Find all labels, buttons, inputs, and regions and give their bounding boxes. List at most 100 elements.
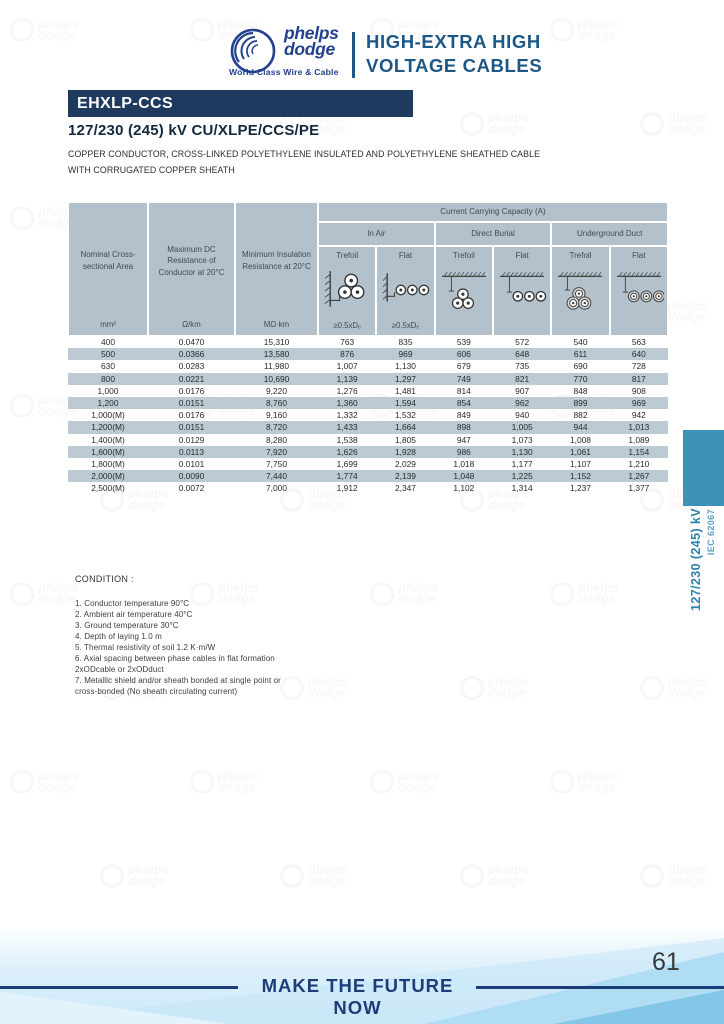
table-cell: 1,928 xyxy=(395,446,416,457)
table-cell: 0.0176 xyxy=(178,385,205,396)
table-cell: 1,481 xyxy=(395,385,416,396)
footer-rule-left xyxy=(0,986,238,989)
product-description-line2: WITH CORRUGATED COPPER SHEATH xyxy=(68,164,235,175)
table-cell: 763 xyxy=(340,337,355,347)
table-cell: 9,160 xyxy=(266,410,287,421)
table-cell: 1,000(M) xyxy=(91,410,125,421)
table-row: 1,000(M) 0.0176 9,160 1,332 1,532 849 940 882 94… xyxy=(68,409,668,421)
direct-burial-trefoil-icon xyxy=(439,261,489,319)
table-cell: 1,177 xyxy=(511,458,533,469)
table-row: 1,000 0.0176 9,220 1,276 1,481 814 907 848 908 xyxy=(68,385,668,397)
conditions-block: CONDITION : 1. Conductor temperature 90°… xyxy=(75,574,405,697)
table-cell: 882 xyxy=(573,410,588,421)
table-cell: 1,000 xyxy=(97,385,119,396)
table-cell: 1,073 xyxy=(511,434,533,445)
condition-line: 2xODcable or 2xODduct xyxy=(75,665,164,674)
table-cell: 1,267 xyxy=(628,471,650,482)
table-cell: 0.0283 xyxy=(178,361,205,372)
table-row: 1,600(M) 0.0113 7,920 1,626 1,928 986 1,130 1,0… xyxy=(68,445,668,458)
table-cell: 563 xyxy=(631,337,646,347)
subcol-label: Trefoil xyxy=(336,251,359,260)
condition-line: cross-bonded (No sheath circulating curr… xyxy=(75,687,238,696)
in-air-trefoil-icon xyxy=(322,261,372,319)
table-cell: 1,107 xyxy=(570,458,591,469)
capacity-title-header: Current Carrying Capacity (A) xyxy=(318,202,668,222)
table-cell: 1,360 xyxy=(336,397,358,408)
table-cell: 1,626 xyxy=(336,446,358,457)
table-row: 2,500(M) 0.0072 7,000 1,912 2,347 1,102 1,314 1… xyxy=(68,482,668,494)
side-tab-standard-label: IEC 62067 xyxy=(706,509,716,556)
subcol-label: Flat xyxy=(515,251,529,260)
table-cell: 1,276 xyxy=(336,385,358,396)
table-cell: 908 xyxy=(631,385,646,396)
table-cell: 899 xyxy=(573,397,588,408)
table-cell: 7,000 xyxy=(266,483,287,494)
subcol-label: Flat xyxy=(632,251,646,260)
table-cell: 8,760 xyxy=(266,397,287,408)
table-cell: 728 xyxy=(631,361,646,372)
table-cell: 2,347 xyxy=(395,483,416,494)
subcol-label: Flat xyxy=(398,251,413,260)
table-cell: 1,102 xyxy=(453,483,475,494)
table-cell: 1,805 xyxy=(395,434,416,445)
table-row: 400 0.0470 15,310 763 835 539 572 540 563 xyxy=(68,336,668,348)
table-cell: 1,800(M) xyxy=(91,458,125,469)
brand-line1: phelps xyxy=(284,23,339,43)
table-cell: 0.0366 xyxy=(178,349,205,360)
col-in-air-flat-header: Flat ≥0.5xDₑ xyxy=(376,246,435,336)
condition-line: 7. Metallic shield and/or sheath bonded … xyxy=(75,676,281,685)
table-cell: 2,139 xyxy=(395,471,416,482)
group-direct-burial-header: Direct Burial xyxy=(434,222,552,246)
table-cell: 648 xyxy=(515,349,530,360)
table-cell: 0.0151 xyxy=(178,397,205,408)
table-cell: 2,029 xyxy=(395,458,416,469)
table-cell: 13,580 xyxy=(263,349,290,360)
table-cell: 540 xyxy=(573,337,588,347)
product-description-line1: COPPER CONDUCTOR, CROSS-LINKED POLYETHYL… xyxy=(68,149,541,159)
table-cell: 7,920 xyxy=(266,446,287,457)
table-cell: 749 xyxy=(456,373,471,384)
table-cell: 1,600(M) xyxy=(91,446,125,457)
table-cell: 1,200 xyxy=(97,397,119,408)
table-cell: 1,154 xyxy=(628,446,650,457)
section-title-line2: VOLTAGE CABLES xyxy=(366,54,543,76)
table-cell: 817 xyxy=(631,373,646,384)
table-cell: 15,310 xyxy=(263,337,290,347)
table-cell: 1,005 xyxy=(511,422,533,433)
table-cell: 1,400(M) xyxy=(91,434,125,445)
table-cell: 0.0113 xyxy=(179,446,204,457)
table-cell: 940 xyxy=(515,410,530,421)
table-row: 1,200 0.0151 8,760 1,360 1,594 854 962 899 969 xyxy=(68,396,668,410)
condition-line: 4. Depth of laying 1.0 m xyxy=(75,632,162,641)
brand-name: phelps dodge xyxy=(284,23,339,57)
table-cell: 942 xyxy=(631,410,646,421)
condition-line: 1. Conductor temperature 90°C xyxy=(75,599,190,608)
table-cell: 1,089 xyxy=(628,434,650,445)
col-insulation-resistance-header: Minimum Insulation Resistance at 20°C MΩ… xyxy=(235,202,318,336)
side-tab xyxy=(683,430,724,506)
table-cell: 849 xyxy=(456,410,471,421)
group-underground-duct-header: Underground Duct xyxy=(551,222,668,246)
spec-table-header: Nominal Cross-sectional Area mm² Maximum… xyxy=(68,202,668,336)
table-cell: 947 xyxy=(456,434,471,445)
table-cell: 944 xyxy=(573,422,588,433)
col-underground-duct-flat-header: Flat xyxy=(609,246,668,336)
table-cell: 2,000(M) xyxy=(91,471,125,482)
table-cell: 500 xyxy=(101,349,115,360)
table-cell: 8,720 xyxy=(266,422,287,433)
table-cell: 640 xyxy=(631,349,646,360)
col-nominal-area-header: Nominal Cross-sectional Area mm² xyxy=(68,202,148,336)
table-cell: 848 xyxy=(573,385,588,396)
table-cell: 400 xyxy=(101,337,115,347)
table-cell: 1,061 xyxy=(570,446,591,457)
table-cell: 800 xyxy=(101,373,115,384)
conditions-list: 1. Conductor temperature 90°C 2. Ambient … xyxy=(75,598,405,697)
table-cell: 0.0221 xyxy=(178,373,205,384)
table-cell: 630 xyxy=(101,361,115,372)
section-title: HIGH-EXTRA HIGH VOLTAGE CABLES xyxy=(366,30,542,77)
table-cell: 539 xyxy=(456,337,471,347)
table-cell: 10,690 xyxy=(263,373,290,384)
table-row: 800 0.0221 10,690 1,139 1,297 749 821 770 817 xyxy=(68,372,668,385)
